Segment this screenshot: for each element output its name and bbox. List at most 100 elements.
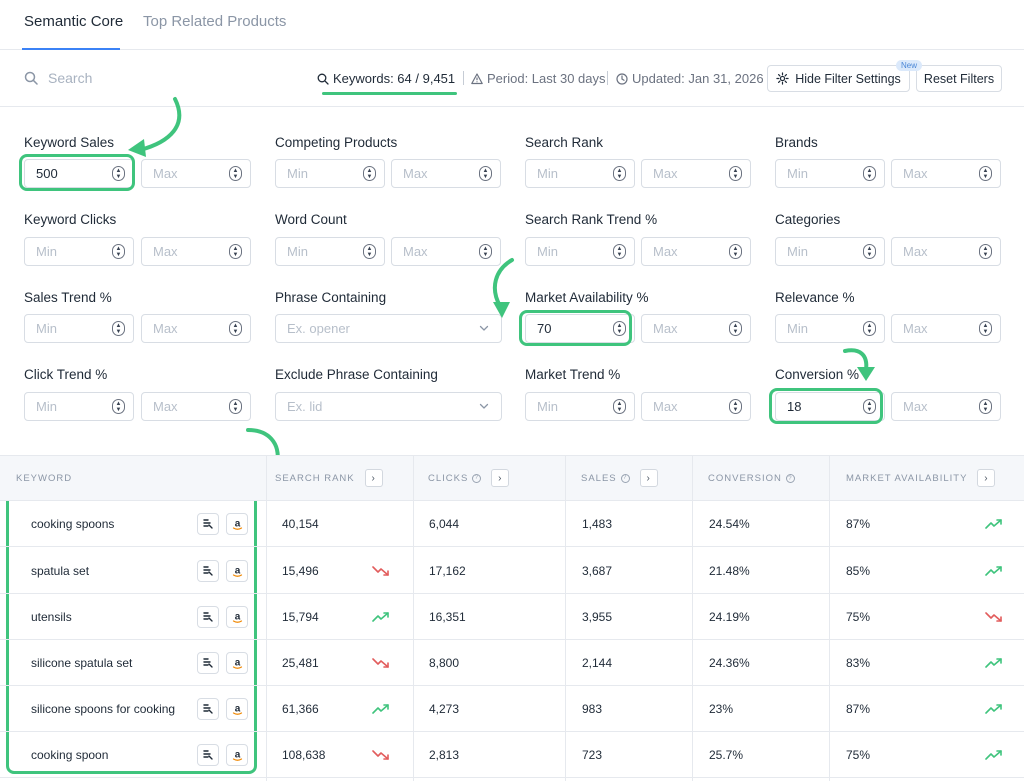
stepper-icon[interactable]: ▲ ▼: [863, 166, 876, 181]
amazon-icon[interactable]: a: [226, 744, 248, 766]
stepper-icon[interactable]: ▲ ▼: [363, 244, 376, 259]
trend-down-icon: [372, 658, 389, 668]
search-rank-min-input[interactable]: [537, 166, 607, 181]
research-icon[interactable]: [197, 606, 219, 628]
market-availability-min-input[interactable]: [537, 321, 607, 336]
stepper-icon[interactable]: ▲ ▼: [613, 399, 626, 414]
sales-trend-max-input[interactable]: [153, 321, 223, 336]
click-trend-min-input[interactable]: [36, 399, 106, 414]
stepper-icon[interactable]: ▲ ▼: [112, 166, 125, 181]
competing-products-min-input[interactable]: [287, 166, 357, 181]
amazon-icon[interactable]: a: [226, 606, 248, 628]
stepper-icon[interactable]: ▲ ▼: [863, 321, 876, 336]
filter-label-brands: Brands: [775, 135, 818, 150]
amazon-icon[interactable]: a: [226, 698, 248, 720]
keyword-sales-min-input[interactable]: [36, 166, 106, 181]
exclude-phrase-input[interactable]: [287, 399, 467, 414]
column-divider: [266, 455, 267, 781]
info-icon[interactable]: ?: [785, 474, 795, 483]
research-icon[interactable]: [197, 513, 219, 535]
stepper-icon[interactable]: ▲ ▼: [729, 244, 742, 259]
stepper-icon[interactable]: ▲ ▼: [979, 166, 992, 181]
svg-text:a: a: [234, 703, 240, 714]
stepper-icon[interactable]: ▲ ▼: [112, 244, 125, 259]
search-rank-trend-min-input[interactable]: [537, 244, 607, 259]
stepper-icon[interactable]: ▲ ▼: [979, 244, 992, 259]
stepper-icon[interactable]: ▲ ▼: [979, 321, 992, 336]
amazon-icon[interactable]: a: [226, 652, 248, 674]
stepper-icon[interactable]: ▲ ▼: [229, 399, 242, 414]
expand-chevron-icon[interactable]: ›: [977, 469, 996, 487]
tab-top-related-products[interactable]: Top Related Products: [143, 13, 287, 30]
column-divider: [565, 455, 566, 781]
expand-chevron-icon[interactable]: ›: [491, 469, 510, 487]
word-count-min-input[interactable]: [287, 244, 357, 259]
brands-max-field: ▲▼: [891, 159, 1001, 188]
reset-filters-button[interactable]: Reset Filters: [916, 65, 1002, 92]
market-trend-max-input[interactable]: [653, 399, 723, 414]
stepper-icon[interactable]: ▲ ▼: [729, 321, 742, 336]
toolbar: Keywords: 64 / 9,451 Period: Last 30 day…: [0, 51, 1024, 107]
stepper-icon[interactable]: ▲ ▼: [479, 244, 492, 259]
expand-chevron-icon[interactable]: ›: [639, 469, 658, 487]
stepper-icon[interactable]: ▲ ▼: [229, 244, 242, 259]
info-icon[interactable]: ?: [472, 473, 482, 483]
keyword-sales-max-input[interactable]: [153, 166, 223, 181]
keyword-clicks-min-input[interactable]: [36, 244, 106, 259]
competing-products-max-input[interactable]: [403, 166, 473, 181]
conversion-max-input[interactable]: [903, 399, 973, 414]
stepper-icon[interactable]: ▲ ▼: [112, 321, 125, 336]
stepper-icon[interactable]: ▲ ▼: [863, 399, 876, 414]
brands-max-input[interactable]: [903, 166, 973, 181]
amazon-icon[interactable]: a: [226, 513, 248, 535]
expand-chevron-icon[interactable]: ›: [364, 469, 383, 487]
chevron-down-icon[interactable]: [479, 401, 489, 411]
clicks-cell: 16,351: [429, 610, 466, 624]
click-trend-max-input[interactable]: [153, 399, 223, 414]
chevron-down-icon[interactable]: [479, 323, 489, 333]
categories-max-field: ▲▼: [891, 237, 1001, 266]
sales-trend-min-input[interactable]: [36, 321, 106, 336]
stepper-icon[interactable]: ▲ ▼: [979, 399, 992, 414]
stepper-icon[interactable]: ▲ ▼: [613, 244, 626, 259]
keyword-cell: silicone spoons for cooking: [31, 702, 176, 716]
stepper-icon[interactable]: ▲ ▼: [729, 166, 742, 181]
stepper-icon[interactable]: ▲ ▼: [229, 166, 242, 181]
stepper-icon[interactable]: ▲ ▼: [613, 166, 626, 181]
hide-filter-settings-button[interactable]: Hide Filter Settings: [767, 65, 910, 92]
stepper-icon[interactable]: ▲ ▼: [112, 399, 125, 414]
stepper-icon[interactable]: ▲ ▼: [613, 321, 626, 336]
market-trend-min-input[interactable]: [537, 399, 607, 414]
table-row: cooking spoons a 40,154 6,044 1,483 24.54% 87%: [0, 501, 1024, 547]
brands-min-input[interactable]: [787, 166, 857, 181]
word-count-max-input[interactable]: [403, 244, 473, 259]
relevance-min-input[interactable]: [787, 321, 857, 336]
sales-cell: 3,955: [582, 610, 613, 624]
research-icon[interactable]: [197, 698, 219, 720]
categories-min-input[interactable]: [787, 244, 857, 259]
svg-text:a: a: [234, 518, 240, 529]
stepper-icon[interactable]: ▲ ▼: [729, 399, 742, 414]
tab-semantic-core[interactable]: Semantic Core: [24, 13, 124, 30]
market-availability-max-input[interactable]: [653, 321, 723, 336]
clicks-cell: 8,800: [429, 656, 460, 670]
stepper-icon[interactable]: ▲ ▼: [863, 244, 876, 259]
keywords-text: Keywords: 64 / 9,451: [333, 71, 456, 86]
phrase-containing-input[interactable]: [287, 321, 467, 336]
stepper-icon[interactable]: ▲ ▼: [479, 166, 492, 181]
research-icon[interactable]: [197, 744, 219, 766]
stepper-icon[interactable]: ▲ ▼: [363, 166, 376, 181]
conversion-min-input[interactable]: [787, 399, 857, 414]
amazon-icon[interactable]: a: [226, 560, 248, 582]
keyword-clicks-max-input[interactable]: [153, 244, 223, 259]
search-input[interactable]: [48, 67, 248, 89]
research-icon[interactable]: [197, 652, 219, 674]
relevance-max-input[interactable]: [903, 321, 973, 336]
stepper-icon[interactable]: ▲ ▼: [229, 321, 242, 336]
search-rank-max-input[interactable]: [653, 166, 723, 181]
exclude-phrase-select: [275, 392, 502, 421]
categories-max-input[interactable]: [903, 244, 973, 259]
info-icon[interactable]: ?: [620, 473, 630, 483]
search-rank-trend-max-input[interactable]: [653, 244, 723, 259]
research-icon[interactable]: [197, 560, 219, 582]
